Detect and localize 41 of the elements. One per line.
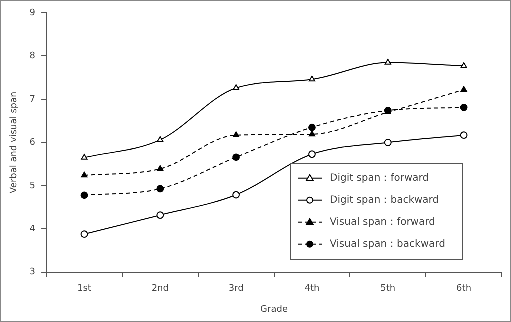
legend-label: Visual span：forward — [330, 216, 436, 228]
point — [460, 132, 468, 140]
x-tick-label: 5th — [380, 284, 396, 294]
point — [308, 124, 316, 132]
y-tick-label: 8 — [30, 52, 36, 62]
point — [460, 104, 468, 112]
point — [460, 86, 468, 92]
point — [233, 132, 240, 138]
y-tick-label: 9 — [30, 8, 36, 18]
point — [233, 84, 240, 90]
x-tick-label: 4th — [304, 284, 320, 294]
point — [460, 62, 468, 68]
y-tick-label: 4 — [30, 224, 36, 235]
x-tick-label: 2nd — [152, 284, 169, 294]
y-tick-label: 6 — [30, 138, 36, 148]
point — [308, 76, 316, 82]
x-axis-title: Grade — [260, 304, 288, 315]
point — [232, 154, 240, 162]
x-tick-label: 1st — [78, 284, 92, 294]
point — [80, 230, 88, 238]
y-axis-title: Verbal and visual span — [10, 92, 20, 194]
point — [384, 139, 392, 146]
y-tick-label: 5 — [30, 181, 36, 192]
point — [308, 150, 316, 158]
point — [81, 154, 88, 160]
y-tick-label: 3 — [30, 268, 36, 278]
point — [384, 59, 392, 65]
legend-label: Visual span：backward — [330, 238, 446, 250]
point — [157, 165, 164, 172]
point — [157, 136, 164, 142]
point — [232, 191, 240, 199]
point — [156, 212, 164, 220]
legend-label: Digit span：forward — [330, 172, 430, 184]
point — [308, 130, 316, 137]
y-tick-label: 7 — [30, 94, 36, 105]
x-tick-label: 6th — [456, 284, 472, 294]
x-tick-label: 3rd — [228, 284, 244, 294]
point — [80, 192, 88, 200]
legend-label: Digit span：backward — [330, 194, 440, 206]
point — [81, 172, 88, 178]
point — [156, 185, 164, 193]
